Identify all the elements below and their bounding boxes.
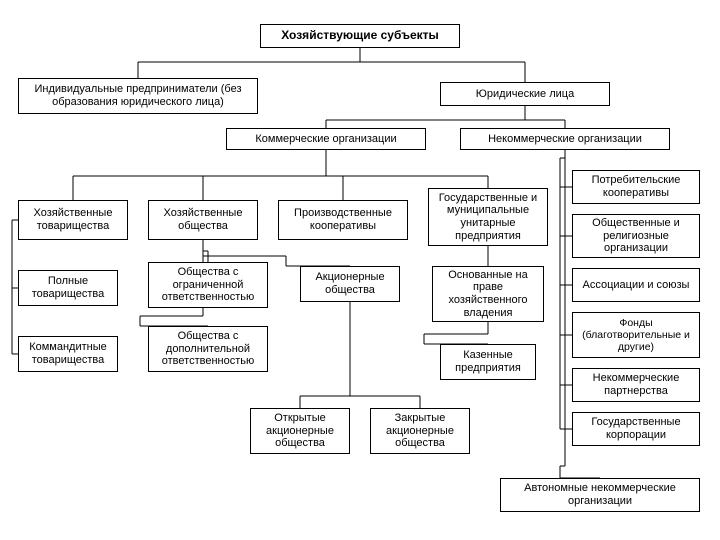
node-fond: Фонды (благотворительные и другие) (572, 312, 700, 358)
node-pko: Потребительские кооперативы (572, 170, 700, 204)
node-zao: Закрытые акционерные общества (370, 408, 470, 454)
node-pt: Полные товарищества (18, 270, 118, 306)
node-ooo: Общества с ограниченной ответственностью (148, 262, 268, 308)
node-oro: Общественные и религиозные организации (572, 214, 700, 258)
node-ho: Хозяйственные общества (148, 200, 258, 240)
node-gk: Государственные корпорации (572, 412, 700, 446)
node-asu: Ассоциации и союзы (572, 268, 700, 302)
node-nkp: Некоммерческие партнерства (572, 368, 700, 402)
node-pk: Производственные кооперативы (278, 200, 408, 240)
node-kaz: Казенные предприятия (440, 344, 536, 380)
diagram-canvas: Хозяйствующие субъекты Индивидуальные пре… (0, 0, 720, 540)
node-kt: Коммандитные товарищества (18, 336, 118, 372)
node-ano: Автономные некоммерческие организации (500, 478, 700, 512)
node-odo: Общества с дополнительной ответственност… (148, 326, 268, 372)
node-ht: Хозяйственные товарищества (18, 200, 128, 240)
node-ul: Юридические лица (440, 82, 610, 106)
node-kom: Коммерческие организации (226, 128, 426, 150)
node-ohv: Основанные на праве хозяйственного владе… (432, 266, 544, 322)
node-root: Хозяйствующие субъекты (260, 24, 460, 48)
node-oao: Открытые акционерные общества (250, 408, 350, 454)
node-nkom: Некоммерческие организации (460, 128, 670, 150)
node-ip: Индивидуальные предприниматели (без обра… (18, 78, 258, 114)
node-gmu: Государственные и муниципальные унитарны… (428, 188, 548, 246)
node-ao: Акционерные общества (300, 266, 400, 302)
